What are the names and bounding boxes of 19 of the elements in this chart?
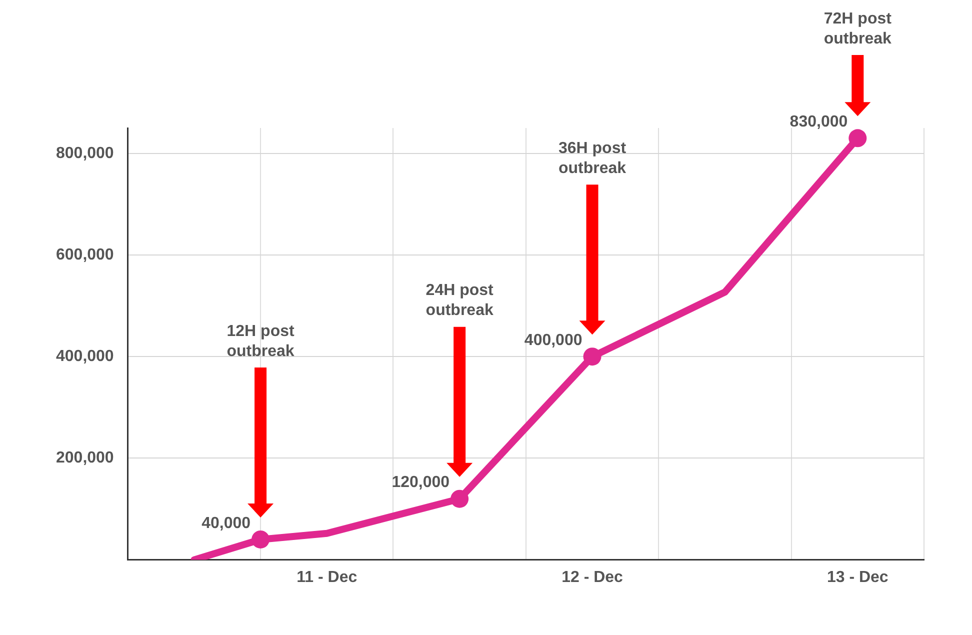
text: 200,000 [56, 450, 114, 467]
data-label: 830,000 [790, 114, 848, 131]
x-tick-label: 12 - Dec [562, 568, 624, 586]
data-label: 40,000 [202, 514, 251, 532]
data-label: 120,000 [392, 474, 450, 492]
text: 400,000 [56, 348, 114, 366]
annotation: 24H post outbreak [426, 282, 494, 320]
text: 800,000 [56, 144, 114, 162]
annotation: 12H post outbreak [226, 322, 295, 360]
point [848, 129, 867, 148]
point [252, 530, 270, 548]
point [450, 490, 469, 508]
text: 72H post outbreak [824, 10, 892, 48]
point [583, 348, 602, 366]
x-tick-label: 13 - Dec [826, 568, 888, 586]
x-tick-label: 11 - Dec [296, 568, 358, 586]
annotation: 36H post outbreak [558, 140, 627, 178]
text: 600,000 [56, 246, 114, 264]
data-label: 400,000 [524, 332, 582, 350]
